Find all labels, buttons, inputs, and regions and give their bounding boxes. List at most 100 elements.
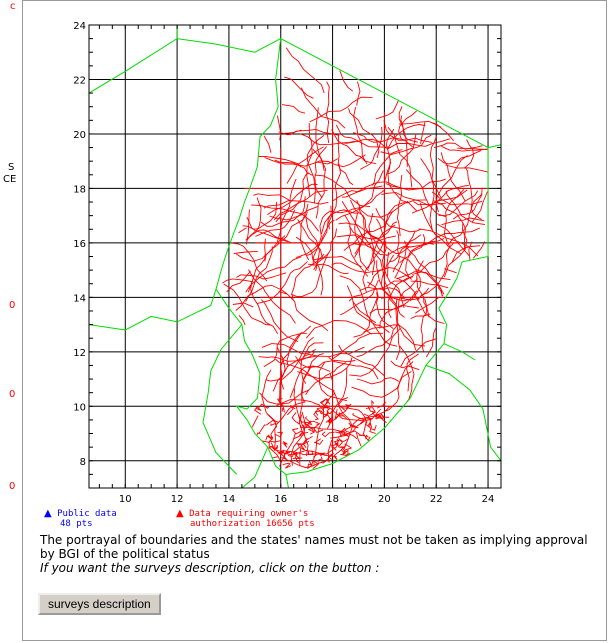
survey-route — [332, 185, 383, 202]
survey-route — [418, 228, 479, 257]
survey-route — [336, 234, 389, 256]
y-tick-label: 22 — [73, 75, 86, 86]
survey-route — [258, 156, 302, 168]
legend-public: ▲ Public data 48 pts — [44, 508, 117, 530]
survey-route — [325, 417, 332, 424]
survey-route — [380, 134, 432, 155]
boundary-line — [443, 343, 476, 361]
survey-route — [353, 107, 368, 165]
blue-triangle-icon: ▲ — [44, 508, 52, 519]
survey-route — [232, 302, 254, 308]
survey-route — [433, 142, 483, 150]
survey-route — [328, 163, 341, 230]
legend-public-count: 48 pts — [60, 519, 93, 529]
survey-route — [263, 332, 307, 368]
survey-route — [298, 425, 304, 436]
survey-route — [305, 362, 346, 395]
survey-route — [251, 415, 259, 428]
survey-route — [333, 445, 346, 461]
left-fragment-c: 0 — [9, 481, 16, 492]
survey-route — [340, 452, 351, 456]
survey-route — [263, 200, 329, 209]
survey-route — [330, 446, 337, 451]
survey-route — [286, 325, 312, 366]
left-fragment-a: 0 — [9, 300, 16, 311]
y-tick-label: 14 — [73, 293, 86, 304]
survey-route — [299, 414, 305, 423]
survey-route — [347, 430, 362, 437]
disclaimer-text: The portrayal of boundaries and the stat… — [40, 533, 588, 561]
survey-route — [314, 256, 362, 268]
survey-route — [236, 235, 286, 262]
survey-route — [300, 203, 310, 261]
survey-route — [245, 209, 250, 245]
boundary-line — [241, 446, 269, 489]
survey-route — [452, 187, 483, 220]
survey-route — [305, 320, 372, 339]
survey-route — [265, 336, 314, 382]
survey-route — [371, 149, 403, 186]
survey-route — [426, 328, 437, 358]
survey-route — [471, 191, 488, 223]
left-fragment-top: c — [10, 1, 16, 12]
survey-route — [405, 242, 434, 278]
survey-route — [410, 280, 449, 289]
survey-route — [262, 440, 269, 443]
axis-ticks: 10 12 14 16 18 20 22 24 8 10 12 14 16 18 20 22 24 — [73, 21, 502, 505]
survey-route — [348, 221, 398, 240]
survey-route — [312, 211, 330, 266]
survey-route — [269, 205, 319, 221]
survey-route — [313, 438, 324, 445]
survey-route — [326, 368, 348, 430]
survey-route — [250, 281, 279, 335]
survey-route — [233, 250, 258, 254]
survey-route — [258, 424, 266, 434]
survey-route — [440, 152, 466, 202]
survey-route — [297, 357, 353, 379]
surveys-description-button[interactable]: surveys description — [38, 593, 161, 615]
survey-route — [344, 424, 356, 433]
survey-route — [341, 138, 387, 149]
survey-route — [300, 87, 346, 129]
survey-route — [318, 362, 349, 400]
survey-route — [264, 156, 313, 176]
x-tick-label: 10 — [119, 494, 132, 505]
legend-private-label: Data requiring owner's — [189, 509, 309, 519]
survey-route — [283, 451, 290, 459]
survey-route — [394, 230, 416, 279]
survey-route — [275, 172, 310, 223]
survey-route — [278, 291, 329, 332]
survey-route — [282, 440, 288, 448]
survey-route — [457, 147, 488, 151]
survey-route — [362, 238, 386, 293]
survey-route — [245, 246, 273, 302]
survey-route — [420, 298, 428, 352]
survey-route — [437, 150, 482, 165]
survey-route — [351, 371, 412, 398]
survey-route — [412, 242, 455, 275]
x-tick-label: 18 — [326, 494, 339, 505]
survey-route — [344, 215, 369, 277]
survey-route — [309, 96, 373, 123]
survey-route — [326, 404, 330, 411]
x-tick-label: 24 — [482, 494, 495, 505]
survey-route — [396, 174, 403, 237]
survey-route — [354, 200, 366, 255]
survey-route — [377, 415, 387, 424]
survey-route — [343, 235, 396, 252]
surveys-hint: If you want the surveys description, cli… — [40, 561, 380, 575]
survey-route — [367, 421, 376, 434]
left-fragment-b: 0 — [9, 389, 16, 400]
x-tick-label: 12 — [171, 494, 184, 505]
survey-route — [267, 434, 274, 444]
map-background — [89, 25, 501, 488]
survey-route — [441, 145, 488, 152]
survey-route — [255, 209, 296, 237]
survey-route — [356, 432, 362, 447]
survey-route — [420, 121, 426, 144]
left-fragment-mid-2: CE — [3, 174, 17, 185]
survey-route — [375, 100, 399, 120]
survey-route — [263, 135, 272, 153]
survey-route — [286, 146, 324, 184]
survey-route — [464, 166, 482, 221]
